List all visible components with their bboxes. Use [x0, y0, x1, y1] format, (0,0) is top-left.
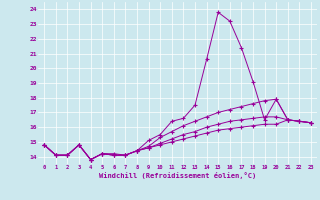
X-axis label: Windchill (Refroidissement éolien,°C): Windchill (Refroidissement éolien,°C) — [99, 172, 256, 179]
